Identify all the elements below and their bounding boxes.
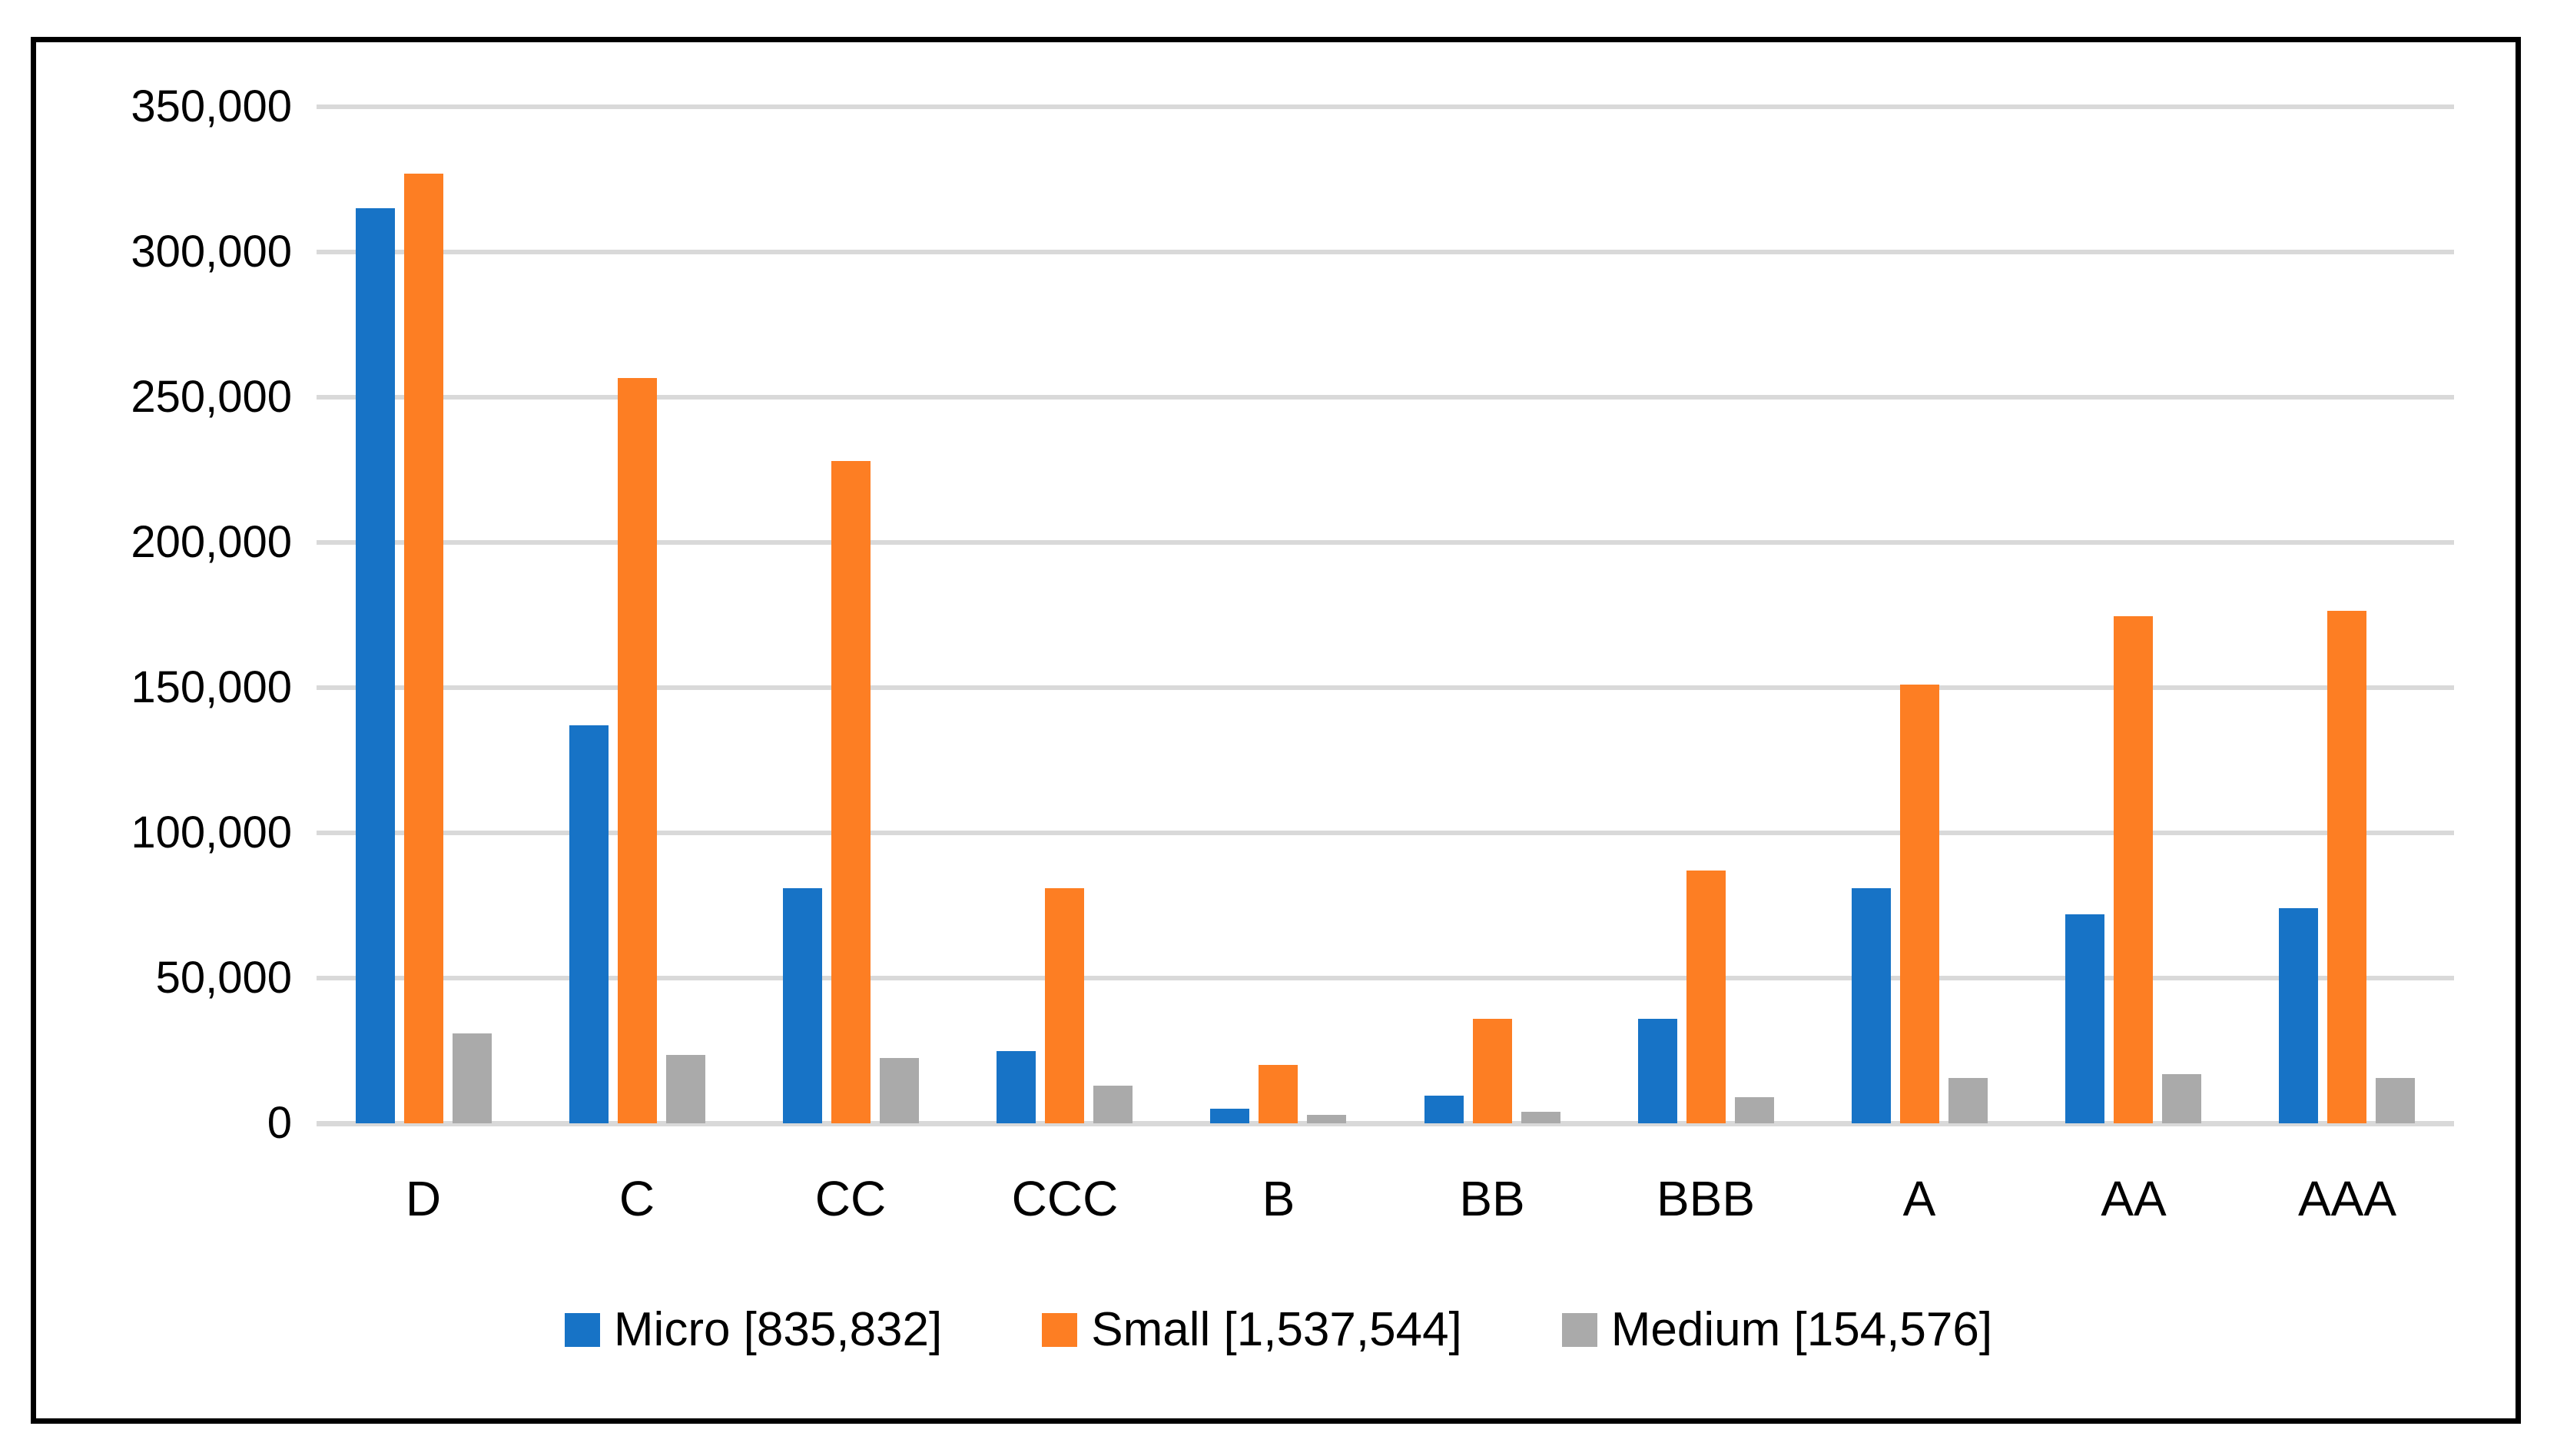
bar-medium-AA [2162,1074,2201,1123]
x-category-label-C: C [619,1171,655,1226]
gridline [317,395,2454,400]
y-tick-label: 0 [267,1098,292,1148]
legend-label: Small [1,537,544] [1091,1303,1462,1356]
legend-swatch-icon [1561,1313,1597,1347]
legend-item-micro: Micro [835,832] [564,1303,943,1356]
bar-micro-D [356,208,395,1123]
bar-medium-D [453,1033,492,1123]
gridline [317,685,2454,690]
x-category-label-BB: BB [1459,1171,1525,1226]
x-axis-baseline [317,1121,2454,1126]
gridline [317,540,2454,545]
bar-micro-C [569,725,609,1123]
bar-medium-C [666,1055,705,1123]
bar-small-AA [2114,616,2153,1123]
bar-small-B [1259,1065,1298,1123]
y-tick-label: 300,000 [131,227,292,277]
bar-medium-A [1948,1078,1988,1123]
bar-small-A [1900,685,1939,1123]
bar-medium-B [1307,1115,1346,1123]
figure-border [31,37,2521,1424]
bar-micro-AA [2065,914,2104,1123]
bar-medium-BBB [1735,1097,1774,1123]
bar-small-AAA [2327,611,2366,1123]
x-category-label-AAA: AAA [2297,1171,2397,1226]
y-tick-label: 200,000 [131,517,292,567]
bar-small-CCC [1045,888,1084,1123]
bar-small-CC [831,461,871,1123]
bar-micro-AAA [2279,908,2318,1123]
bar-medium-CC [880,1058,919,1123]
legend-label: Micro [835,832] [613,1303,943,1356]
legend-item-medium: Medium [154,576] [1561,1303,1993,1356]
gridline [317,250,2454,254]
bar-small-D [404,174,443,1123]
x-category-label-D: D [405,1171,442,1226]
bar-medium-AAA [2376,1078,2415,1123]
x-category-label-CCC: CCC [1011,1171,1119,1226]
x-category-label-AA: AA [2101,1171,2167,1226]
gridline [317,976,2454,980]
legend-swatch-icon [1042,1313,1078,1347]
bar-micro-A [1852,888,1891,1123]
x-category-label-B: B [1262,1171,1295,1226]
bar-micro-B [1210,1109,1249,1123]
bar-medium-CCC [1093,1086,1133,1123]
bar-micro-CC [783,888,822,1123]
y-tick-label: 250,000 [131,372,292,422]
bar-micro-CCC [997,1051,1036,1123]
x-category-label-CC: CC [814,1171,887,1226]
legend-label: Medium [154,576] [1610,1303,1993,1356]
x-category-label-BBB: BBB [1656,1171,1756,1226]
bar-medium-BB [1521,1112,1560,1123]
y-tick-label: 150,000 [131,662,292,712]
y-tick-label: 50,000 [155,953,292,1003]
x-category-label-A: A [1902,1171,1936,1226]
bar-small-BBB [1686,871,1726,1123]
bar-small-BB [1473,1019,1512,1123]
y-tick-label: 350,000 [131,81,292,131]
y-tick-label: 100,000 [131,808,292,857]
legend: Micro [835,832] Small [1,537,544] Medium [… [0,1305,2557,1355]
bar-small-C [618,378,657,1123]
legend-swatch-icon [564,1313,600,1347]
gridline [317,831,2454,835]
bar-micro-BBB [1638,1019,1677,1123]
legend-item-small: Small [1,537,544] [1042,1305,1462,1355]
bar-micro-BB [1424,1096,1464,1123]
gridline [317,104,2454,109]
